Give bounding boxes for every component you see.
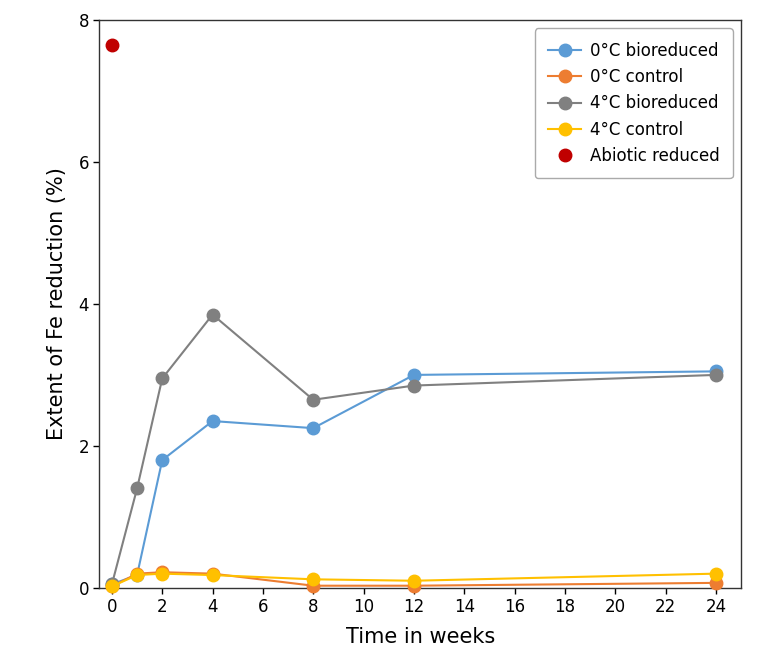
4°C bioreduced xyxy=(309,395,318,403)
0°C bioreduced xyxy=(309,424,318,432)
Legend: 0°C bioreduced, 0°C control, 4°C bioreduced, 4°C control, Abiotic reduced: 0°C bioreduced, 0°C control, 4°C bioredu… xyxy=(535,28,733,178)
0°C control xyxy=(157,568,167,576)
4°C control xyxy=(157,570,167,578)
0°C control xyxy=(208,570,217,578)
X-axis label: Time in weeks: Time in weeks xyxy=(345,627,495,647)
0°C bioreduced xyxy=(208,417,217,425)
0°C bioreduced xyxy=(410,371,419,379)
4°C bioreduced xyxy=(410,381,419,389)
Y-axis label: Extent of Fe reduction (%): Extent of Fe reduction (%) xyxy=(47,168,67,440)
0°C control xyxy=(711,579,720,587)
Line: 4°C control: 4°C control xyxy=(105,567,722,593)
4°C control xyxy=(711,570,720,578)
0°C bioreduced xyxy=(107,580,116,589)
Line: 0°C bioreduced: 0°C bioreduced xyxy=(105,365,722,591)
4°C bioreduced xyxy=(132,484,141,492)
0°C control xyxy=(107,582,116,591)
0°C bioreduced xyxy=(157,456,167,464)
0°C control xyxy=(132,570,141,578)
4°C bioreduced xyxy=(208,311,217,319)
4°C control xyxy=(208,571,217,579)
4°C control xyxy=(107,582,116,591)
4°C control xyxy=(309,575,318,583)
4°C control xyxy=(132,571,141,579)
4°C bioreduced xyxy=(107,580,116,589)
0°C bioreduced xyxy=(711,367,720,375)
Line: 0°C control: 0°C control xyxy=(105,566,722,593)
0°C bioreduced xyxy=(132,571,141,579)
0°C control xyxy=(410,582,419,590)
4°C bioreduced xyxy=(711,371,720,379)
Line: 4°C bioreduced: 4°C bioreduced xyxy=(105,309,722,591)
4°C bioreduced xyxy=(157,375,167,383)
4°C control xyxy=(410,576,419,584)
0°C control xyxy=(309,582,318,590)
